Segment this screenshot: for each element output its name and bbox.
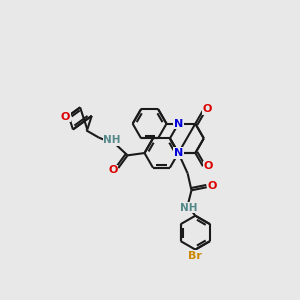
Text: N: N — [174, 119, 183, 129]
Text: O: O — [207, 182, 217, 191]
Text: O: O — [61, 112, 70, 122]
Text: Br: Br — [188, 251, 202, 261]
Text: NH: NH — [103, 136, 121, 146]
Text: NH: NH — [180, 203, 197, 213]
Text: N: N — [174, 148, 183, 158]
Text: O: O — [203, 104, 212, 114]
Text: O: O — [108, 165, 118, 176]
Text: O: O — [204, 161, 213, 171]
